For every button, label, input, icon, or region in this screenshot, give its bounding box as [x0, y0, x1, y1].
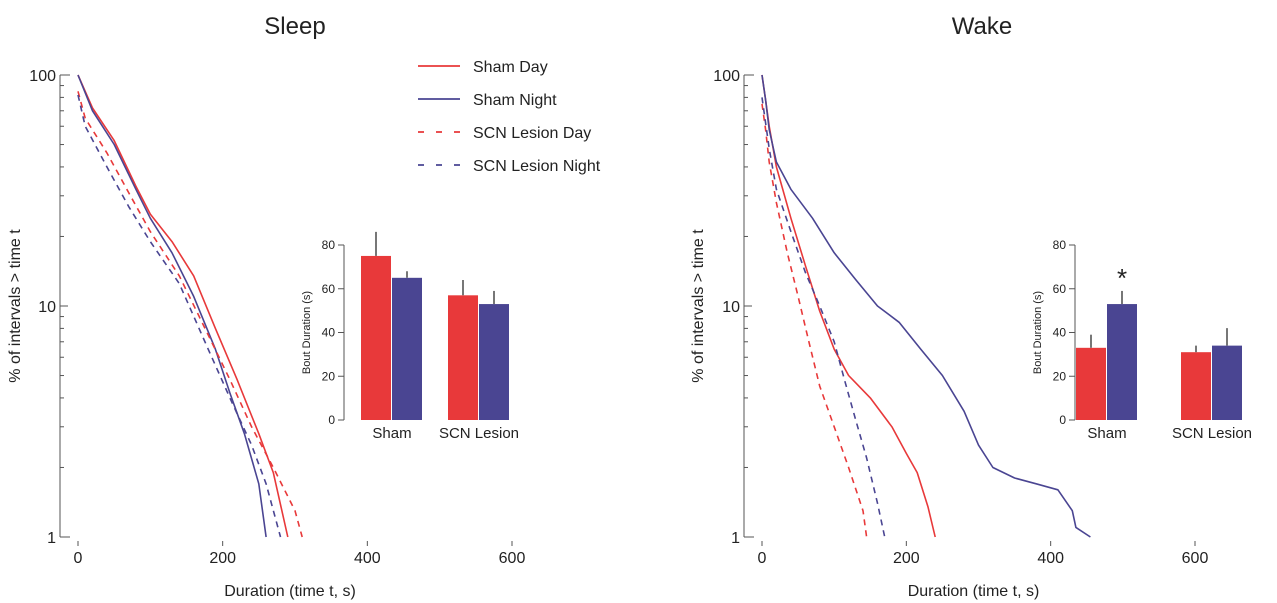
y-axis-label: % of intervals > time t — [690, 229, 707, 383]
legend-label: Sham Day — [473, 59, 548, 76]
legend-label: SCN Lesion Night — [473, 158, 601, 175]
y-axis-label: % of intervals > time t — [7, 229, 24, 383]
inset-y-tick-label: 60 — [322, 282, 336, 296]
x-tick-label: 400 — [354, 550, 381, 567]
series-line-sham-day — [77, 74, 289, 538]
y-tick-label: 1 — [731, 530, 740, 547]
inset-category-label: SCN Lesion — [1172, 425, 1252, 442]
legend-label: SCN Lesion Day — [473, 125, 591, 142]
significance-marker: * — [1117, 263, 1127, 293]
inset-category-label: Sham — [372, 425, 411, 442]
inset-category-label: SCN Lesion — [439, 425, 519, 442]
x-tick-label: 0 — [74, 550, 83, 567]
x-tick-label: 400 — [1037, 550, 1064, 567]
inset-bar — [392, 277, 422, 420]
inset-bar — [1076, 347, 1106, 420]
inset-bar — [361, 255, 391, 420]
chart-title: Wake — [952, 13, 1012, 40]
y-tick-label: 1 — [47, 530, 56, 547]
inset-y-tick-label: 0 — [328, 413, 335, 427]
y-tick-label: 100 — [29, 68, 56, 85]
series-line-sham-night — [761, 74, 1091, 538]
inset-y-tick-label: 40 — [322, 326, 336, 340]
inset-bar — [1212, 345, 1242, 420]
x-tick-label: 600 — [1182, 550, 1209, 567]
inset-y-tick-label: 0 — [1059, 413, 1066, 427]
inset-category-label: Sham — [1087, 425, 1126, 442]
legend: Sham Day Sham Night SCN Lesion Day SCN Lesi… — [418, 59, 601, 175]
x-axis-label: Duration (time t, s) — [224, 583, 356, 600]
inset-y-tick-label: 40 — [1053, 326, 1067, 340]
inset-y-axis-label: Bout Duration (s) — [1032, 291, 1044, 374]
y-tick-label: 10 — [722, 299, 740, 316]
inset-bar-chart: 0 20 40 60 80 Bout Duration (s) * Sham SCN Lesio… — [1032, 238, 1252, 442]
inset-y-tick-label: 60 — [1053, 282, 1067, 296]
legend-label: Sham Night — [473, 92, 557, 109]
series-line-sham-night — [77, 74, 267, 538]
inset-bar — [1181, 352, 1211, 420]
inset-y-tick-label: 80 — [322, 238, 336, 252]
inset-y-tick-label: 20 — [1053, 369, 1067, 383]
series-line-scn-lesion-day — [77, 91, 303, 538]
chart-title: Sleep — [264, 13, 325, 40]
y-tick-label: 100 — [713, 68, 740, 85]
inset-bar — [1107, 304, 1137, 420]
x-tick-label: 200 — [209, 550, 236, 567]
x-tick-label: 0 — [758, 550, 767, 567]
x-tick-label: 600 — [499, 550, 526, 567]
inset-y-tick-label: 20 — [322, 369, 336, 383]
x-tick-label: 200 — [893, 550, 920, 567]
inset-y-tick-label: 80 — [1053, 238, 1067, 252]
inset-y-axis-label: Bout Duration (s) — [301, 291, 313, 374]
y-tick-label: 10 — [38, 299, 56, 316]
inset-bar — [448, 295, 478, 420]
inset-bar-chart: 0 20 40 60 80 Bout Duration (s) Sham SCN Lesion — [301, 231, 519, 442]
x-axis-label: Duration (time t, s) — [908, 583, 1040, 600]
series-line-scn-lesion-night — [77, 94, 282, 538]
series-line-scn-lesion-night — [761, 97, 886, 538]
inset-bar — [479, 304, 509, 420]
